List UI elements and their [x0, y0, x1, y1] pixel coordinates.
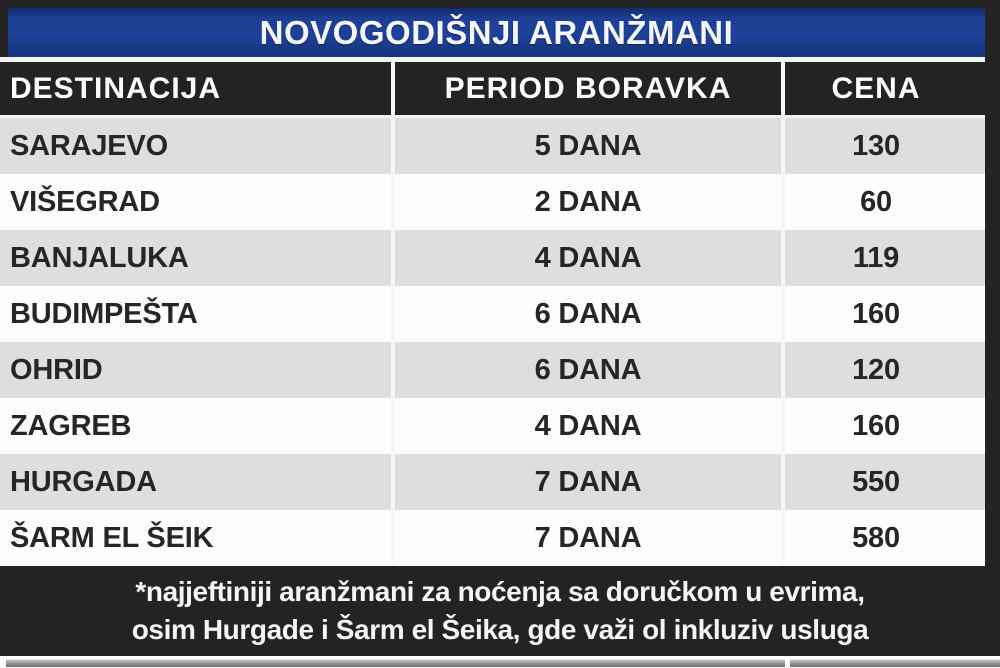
- cell-period: 4 DANA: [395, 230, 785, 286]
- column-header-row: DESTINACIJA PERIOD BORAVKA CENA: [0, 62, 985, 118]
- footnote-line-1: *najjeftiniji aranžmani za noćenja sa do…: [135, 576, 865, 607]
- cell-period: 6 DANA: [395, 286, 785, 342]
- table-title: NOVOGODIŠNJI ARANŽMANI: [259, 13, 734, 51]
- next-element-edge-right: [790, 659, 1000, 667]
- cell-price: 120: [852, 353, 900, 386]
- cell-destination: ŠARM EL ŠEIK: [0, 510, 395, 566]
- table-row: SARAJEVO 5 DANA 130: [0, 118, 985, 174]
- bottom-strip: [0, 656, 1000, 668]
- table-row: ZAGREB 4 DANA 160: [0, 398, 985, 454]
- cell-period: 4 DANA: [395, 398, 785, 454]
- cell-destination: BANJALUKA: [0, 230, 395, 286]
- cell-destination: OHRID: [0, 342, 395, 398]
- table-row: OHRID 6 DANA 120: [0, 342, 985, 398]
- cell-price: 119: [852, 241, 900, 274]
- cell-period: 6 DANA: [395, 342, 785, 398]
- column-header-price: CENA: [831, 71, 921, 105]
- cell-price: 550: [852, 465, 900, 498]
- cell-price: 580: [852, 521, 900, 554]
- table-row: BUDIMPEŠTA 6 DANA 160: [0, 286, 985, 342]
- cell-price: 130: [852, 129, 900, 162]
- table-row: VIŠEGRAD 2 DANA 60: [0, 174, 985, 230]
- cell-price: 160: [852, 297, 900, 330]
- cell-price: 60: [860, 185, 892, 218]
- next-element-edge-left: [6, 659, 785, 667]
- footnote: *najjeftiniji aranžmani za noćenja sa do…: [0, 566, 1000, 656]
- cell-destination: BUDIMPEŠTA: [0, 286, 395, 342]
- table-frame: NOVOGODIŠNJI ARANŽMANI DESTINACIJA PERIO…: [0, 0, 1000, 566]
- cell-destination: HURGADA: [0, 454, 395, 510]
- table-title-bar: NOVOGODIŠNJI ARANŽMANI: [0, 8, 985, 57]
- cell-period: 5 DANA: [395, 118, 785, 174]
- table-body: SARAJEVO 5 DANA 130 VIŠEGRAD 2 DANA 60 B…: [0, 118, 985, 566]
- table-row: BANJALUKA 4 DANA 119: [0, 230, 985, 286]
- cell-destination: ZAGREB: [0, 398, 395, 454]
- cell-period: 7 DANA: [395, 510, 785, 566]
- column-header-destination: DESTINACIJA: [0, 62, 395, 115]
- title-separator: [0, 57, 985, 62]
- cell-period: 7 DANA: [395, 454, 785, 510]
- cell-price: 160: [852, 409, 900, 442]
- table-row: HURGADA 7 DANA 550: [0, 454, 985, 510]
- cell-period: 2 DANA: [395, 174, 785, 230]
- column-header-period: PERIOD BORAVKA: [395, 62, 785, 115]
- footnote-line-2: osim Hurgade i Šarm el Šeika, gde važi o…: [131, 614, 869, 645]
- table-row: ŠARM EL ŠEIK 7 DANA 580: [0, 510, 985, 566]
- cell-destination: SARAJEVO: [0, 118, 395, 174]
- cell-destination: VIŠEGRAD: [0, 174, 395, 230]
